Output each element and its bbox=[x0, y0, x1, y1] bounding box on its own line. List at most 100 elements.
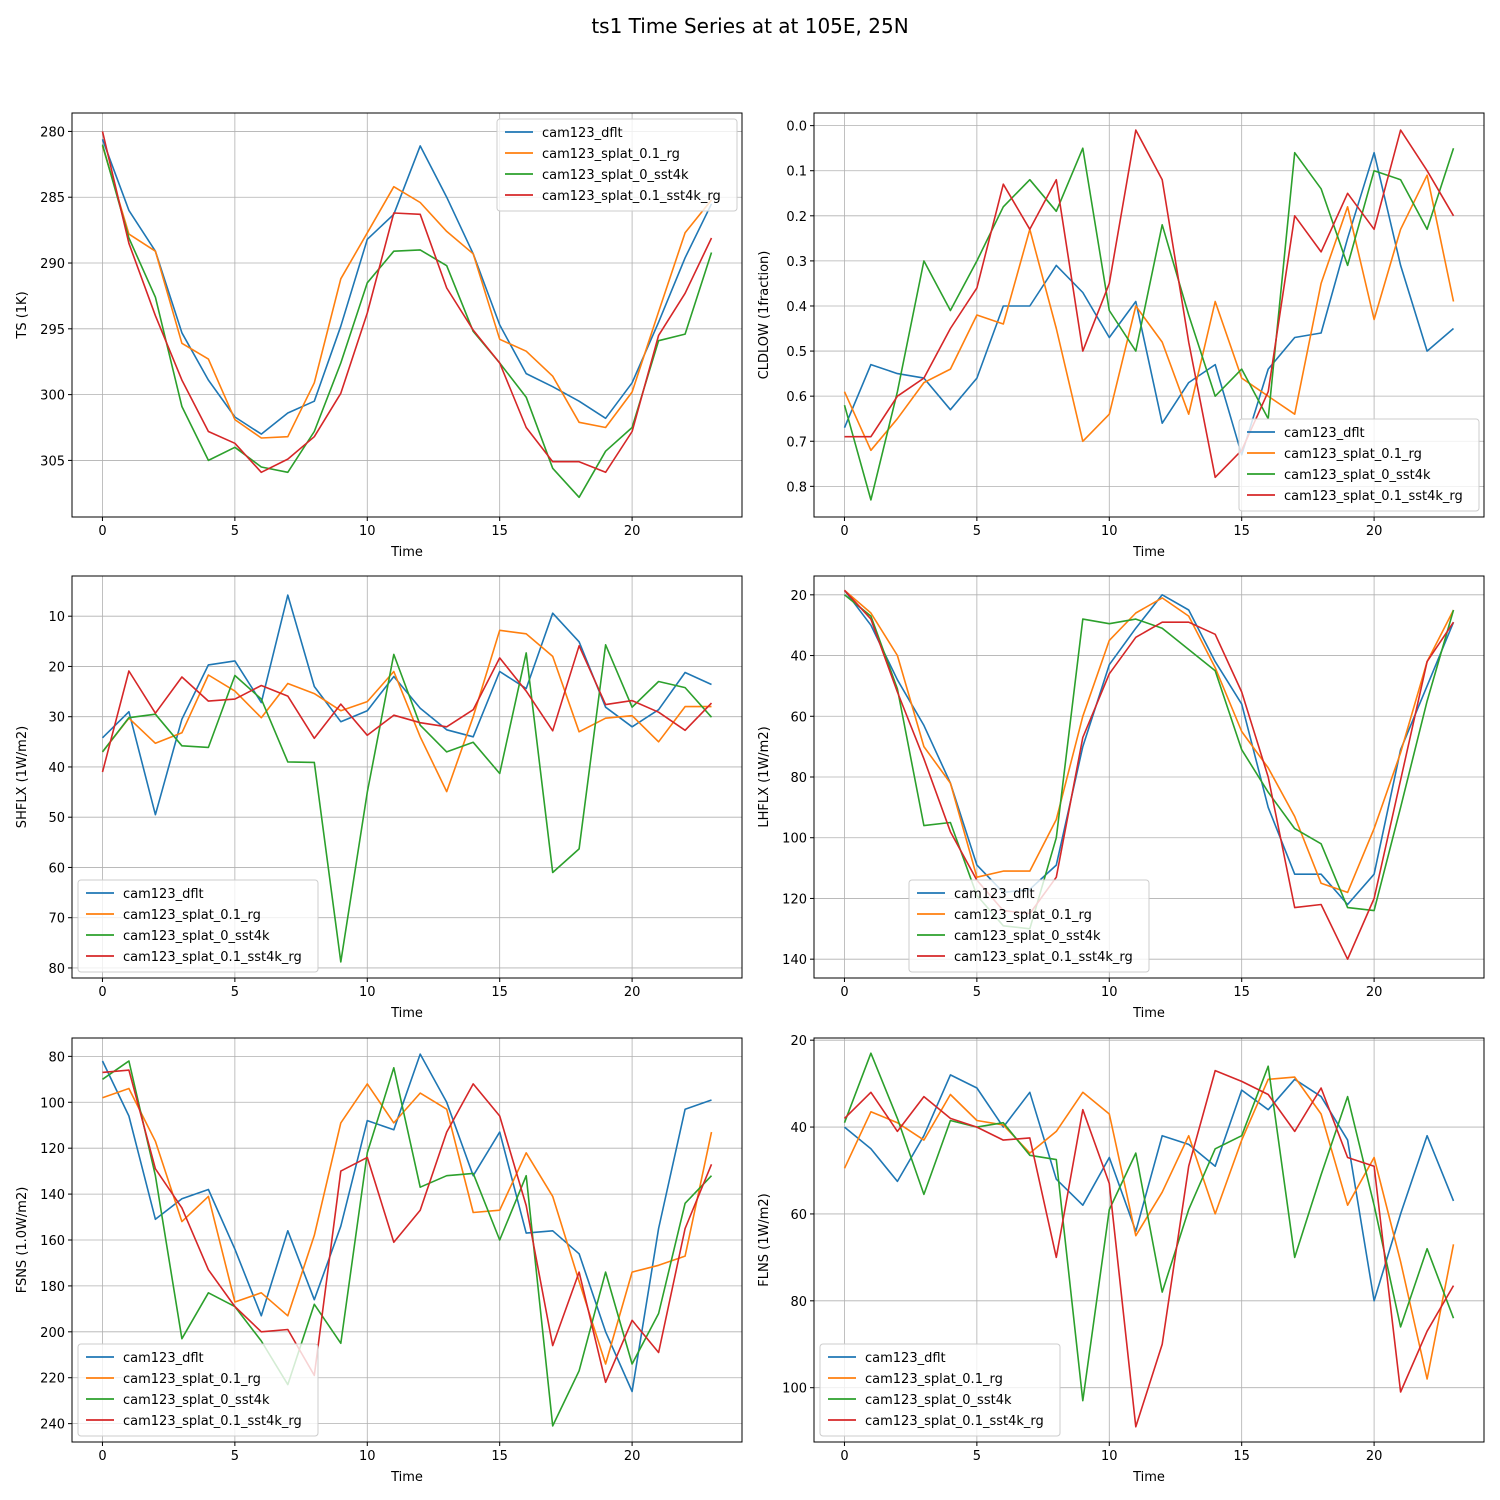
legend: cam123_dflt cam123_splat_0.1_rg cam123_spl… bbox=[77, 879, 319, 973]
y-tick-label: 50 bbox=[48, 811, 65, 826]
series-line bbox=[102, 1069, 713, 1384]
x-tick-label: 15 bbox=[491, 524, 508, 539]
legend-label: cam123_splat_0.1_rg bbox=[123, 908, 261, 923]
series-line bbox=[843, 151, 1455, 456]
legend-label: cam123_dflt bbox=[865, 1351, 946, 1366]
legend-label: cam123_splat_0_sst4k bbox=[1284, 468, 1431, 483]
y-tick-label: 0.8 bbox=[786, 480, 807, 495]
series-line bbox=[843, 589, 1455, 906]
x-tick-label: 15 bbox=[491, 985, 508, 1000]
y-tick-label: 80 bbox=[790, 771, 807, 786]
x-axis-label: Time bbox=[390, 1006, 423, 1021]
legend-label: cam123_dflt bbox=[954, 887, 1035, 902]
series-line bbox=[843, 1069, 1455, 1428]
y-tick-label: 30 bbox=[48, 711, 65, 726]
subplot-shflx: 0 5 10 15 20 10 20 30 40 50 60 70 80 Time SHFLX (1W/m2… bbox=[15, 575, 743, 1021]
y-tick-label: 280 bbox=[40, 125, 65, 140]
legend-box bbox=[77, 1343, 319, 1437]
legend-label: cam123_splat_0.1_rg bbox=[865, 1372, 1003, 1387]
legend-label: cam123_splat_0_sst4k bbox=[542, 168, 689, 183]
series-line bbox=[843, 147, 1455, 501]
y-tick-label: 40 bbox=[790, 650, 807, 665]
legend-box bbox=[819, 1343, 1061, 1437]
x-tick-label: 20 bbox=[624, 985, 641, 1000]
axes-frame bbox=[71, 575, 743, 979]
x-tick-label: 0 bbox=[840, 985, 848, 1000]
y-tick-label: 300 bbox=[40, 389, 65, 404]
x-tick-label: 10 bbox=[359, 524, 376, 539]
y-tick-label: 60 bbox=[790, 710, 807, 725]
series-line bbox=[101, 643, 713, 963]
subplot-cldlow: 0 5 10 15 20 0.0 0.1 0.2 0.3 0.4 0.5 0.6 0.7 0.8 Time C… bbox=[757, 112, 1485, 560]
series-line bbox=[101, 629, 712, 793]
legend-label: cam123_splat_0.1_rg bbox=[542, 147, 680, 162]
y-tick-label: 285 bbox=[40, 191, 65, 206]
y-tick-label: 240 bbox=[40, 1418, 65, 1433]
subplot-fsns: 0 5 10 15 20 80 100 120 140 160 180 200 220 240 Time FS… bbox=[15, 1037, 743, 1485]
y-tick-label: 0.2 bbox=[786, 210, 807, 225]
y-tick-label: 100 bbox=[782, 1382, 807, 1397]
y-tick-label: 10 bbox=[48, 610, 65, 625]
y-tick-label: 305 bbox=[40, 454, 65, 469]
legend: cam123_dflt cam123_splat_0.1_rg cam123_spl… bbox=[496, 118, 738, 212]
legend-label: cam123_splat_0.1_rg bbox=[954, 908, 1092, 923]
y-tick-label: 0.6 bbox=[786, 390, 807, 405]
x-tick-label: 15 bbox=[1233, 985, 1250, 1000]
series-line bbox=[101, 131, 713, 474]
x-tick-label: 0 bbox=[98, 1449, 106, 1464]
y-tick-label: 220 bbox=[40, 1372, 65, 1387]
x-axis-label: Time bbox=[1132, 1006, 1165, 1021]
x-tick-label: 15 bbox=[1233, 1449, 1250, 1464]
y-tick-label: 0.5 bbox=[786, 345, 807, 360]
y-tick-label: 120 bbox=[782, 892, 807, 907]
series-line bbox=[101, 594, 712, 816]
x-tick-label: 20 bbox=[624, 1449, 641, 1464]
y-tick-label: 40 bbox=[48, 761, 65, 776]
y-tick-label: 60 bbox=[48, 861, 65, 876]
series-line bbox=[102, 1060, 713, 1427]
x-tick-label: 10 bbox=[1101, 524, 1118, 539]
legend-label: cam123_splat_0.1_sst4k_rg bbox=[542, 189, 721, 204]
series-line bbox=[843, 594, 1455, 930]
series-line bbox=[843, 1074, 1455, 1302]
y-tick-label: 290 bbox=[40, 257, 65, 272]
series-line bbox=[102, 1083, 713, 1365]
x-tick-label: 0 bbox=[98, 985, 106, 1000]
series-line bbox=[101, 139, 713, 435]
series-line bbox=[844, 129, 1455, 479]
y-tick-label: 40 bbox=[790, 1121, 807, 1136]
y-tick-label: 60 bbox=[790, 1208, 807, 1223]
x-tick-label: 5 bbox=[973, 524, 981, 539]
legend-label: cam123_splat_0_sst4k bbox=[954, 929, 1101, 944]
y-tick-label: 295 bbox=[40, 323, 65, 338]
y-tick-label: 70 bbox=[48, 912, 65, 927]
y-tick-label: 160 bbox=[40, 1234, 65, 1249]
subplot-lhflx: 0 5 10 15 20 20 40 60 80 100 120 140 Time LHFLX (1W/m… bbox=[757, 575, 1485, 1021]
legend-label: cam123_splat_0_sst4k bbox=[123, 929, 270, 944]
x-tick-label: 0 bbox=[98, 524, 106, 539]
x-tick-label: 10 bbox=[359, 1449, 376, 1464]
y-tick-label: 80 bbox=[48, 962, 65, 977]
axes-frame bbox=[813, 112, 1485, 518]
legend: cam123_dflt cam123_splat_0.1_rg cam123_spl… bbox=[908, 879, 1150, 973]
x-tick-label: 5 bbox=[973, 1449, 981, 1464]
x-axis-label: Time bbox=[1132, 545, 1165, 560]
y-tick-label: 120 bbox=[40, 1142, 65, 1157]
x-tick-label: 10 bbox=[1101, 985, 1118, 1000]
legend-label: cam123_dflt bbox=[123, 887, 204, 902]
series-line bbox=[101, 145, 713, 439]
legend: cam123_dflt cam123_splat_0.1_rg cam123_spl… bbox=[77, 1343, 319, 1437]
x-axis-label: Time bbox=[1132, 1470, 1165, 1485]
y-tick-label: 140 bbox=[40, 1188, 65, 1203]
series-line bbox=[843, 589, 1455, 961]
series-line bbox=[101, 144, 713, 499]
legend-label: cam123_dflt bbox=[1284, 426, 1365, 441]
y-tick-label: 80 bbox=[790, 1295, 807, 1310]
y-tick-label: 180 bbox=[40, 1280, 65, 1295]
x-tick-label: 20 bbox=[624, 524, 641, 539]
x-tick-label: 15 bbox=[1233, 524, 1250, 539]
legend-label: cam123_splat_0.1_sst4k_rg bbox=[123, 950, 302, 965]
legend: cam123_dflt cam123_splat_0.1_rg cam123_spl… bbox=[819, 1343, 1061, 1437]
y-tick-label: 80 bbox=[48, 1050, 65, 1065]
x-tick-label: 15 bbox=[491, 1449, 508, 1464]
